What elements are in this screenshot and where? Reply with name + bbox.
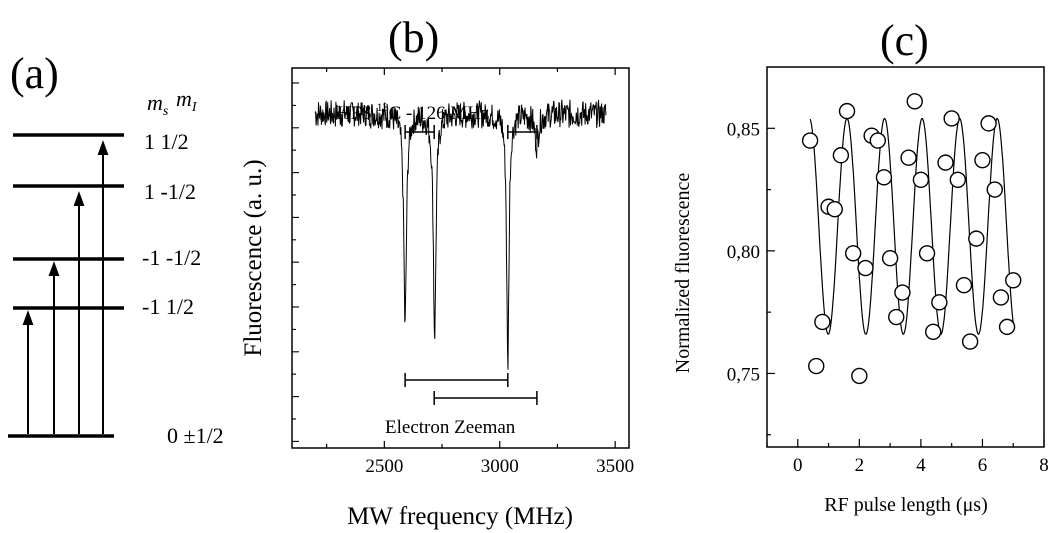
- data-point: [838, 102, 856, 120]
- data-point: [832, 147, 850, 164]
- data-point: [851, 367, 868, 385]
- arrowhead-icon: [22, 310, 34, 325]
- level-label-4: -1 1/2: [142, 294, 194, 319]
- data-point: [912, 171, 930, 188]
- data-point: [955, 276, 973, 294]
- data-point: [894, 284, 911, 301]
- fit-curve: [809, 117, 1014, 335]
- ms-header: ms: [147, 90, 169, 119]
- data-point: [808, 357, 825, 375]
- data-point: [1005, 272, 1022, 289]
- arrowhead-icon: [73, 191, 85, 206]
- data-point: [968, 230, 985, 247]
- odmr-spectrum-chart: 2500 3000 3500 HFS 13C - 126 MHz Electron …: [240, 67, 634, 530]
- y-tick-label: 0,85: [727, 119, 760, 140]
- level-label-5: 0 ±1/2: [167, 423, 224, 448]
- y-axis-label-b: Fluorescence (a. u.): [240, 159, 267, 356]
- data-point: [875, 169, 893, 186]
- data-point: [814, 313, 831, 331]
- y-axis-label-c: Normalized fluorescence: [672, 173, 694, 374]
- hfs-annotation: HFS 13C - 126 MHz: [337, 100, 489, 124]
- energy-level-diagram: ms mI 1 1/2 1 -1/2 -1 -1/2 -1 1/2 0 ±1/2: [8, 86, 224, 448]
- x-axis-label-c: RF pulse length (μs): [824, 494, 988, 516]
- x-tick-label: 2: [855, 455, 865, 476]
- data-points: [801, 93, 1022, 385]
- data-point: [925, 323, 942, 340]
- plot-frame-b: [291, 67, 630, 449]
- arrowhead-icon: [97, 140, 109, 155]
- x-axis-label-b: MW frequency (MHz): [347, 503, 573, 530]
- x-tick-label: 0: [793, 455, 803, 476]
- x-tick-label: 3000: [481, 456, 519, 477]
- data-point: [980, 115, 997, 132]
- data-point: [881, 250, 899, 267]
- data-point: [998, 318, 1016, 336]
- y-tick-label: 0,75: [727, 364, 760, 385]
- data-point: [826, 200, 843, 218]
- data-point: [869, 132, 886, 149]
- data-point: [801, 132, 819, 149]
- data-point: [900, 149, 917, 166]
- data-point: [918, 245, 936, 262]
- data-point: [974, 151, 991, 169]
- x-tick-label: 6: [978, 455, 988, 476]
- data-point: [857, 259, 874, 277]
- fluorescence-trace: [314, 99, 607, 370]
- data-point: [888, 308, 905, 326]
- data-point: [937, 154, 954, 171]
- rabi-oscillation-chart: 0 2 4 6 8 0,75 0,80 0,85 RF pulse length (μs) N…: [672, 66, 1049, 516]
- level-label-1: 1 1/2: [144, 129, 189, 154]
- annotation-brackets: [404, 125, 538, 405]
- data-point: [844, 245, 862, 262]
- data-point: [931, 294, 948, 311]
- y-tick-label: 0,80: [727, 242, 760, 263]
- data-point: [906, 93, 923, 110]
- data-point: [949, 171, 967, 188]
- x-tick-label: 8: [1039, 455, 1049, 476]
- zeeman-annotation: Electron Zeeman: [385, 417, 516, 438]
- x-tick-label: 4: [916, 455, 926, 476]
- panel-label-c: (c): [880, 16, 929, 65]
- mi-header: mI: [176, 86, 198, 115]
- data-point: [986, 181, 1003, 198]
- x-tick-label: 3500: [596, 456, 634, 477]
- panel-label-a: (a): [10, 49, 59, 98]
- data-point: [992, 289, 1010, 306]
- level-label-3: -1 -1/2: [142, 245, 201, 270]
- ticks-c: 0 2 4 6 8 0,75 0,80 0,85: [727, 119, 1049, 476]
- panel-label-b: (b): [388, 13, 439, 62]
- data-point: [943, 110, 960, 127]
- x-tick-label: 2500: [365, 456, 403, 477]
- arrowhead-icon: [48, 261, 60, 276]
- plot-frame-c: [766, 66, 1045, 448]
- data-point: [961, 333, 979, 350]
- ticks-b: 2500 3000 3500: [292, 68, 634, 477]
- level-label-2: 1 -1/2: [144, 179, 196, 204]
